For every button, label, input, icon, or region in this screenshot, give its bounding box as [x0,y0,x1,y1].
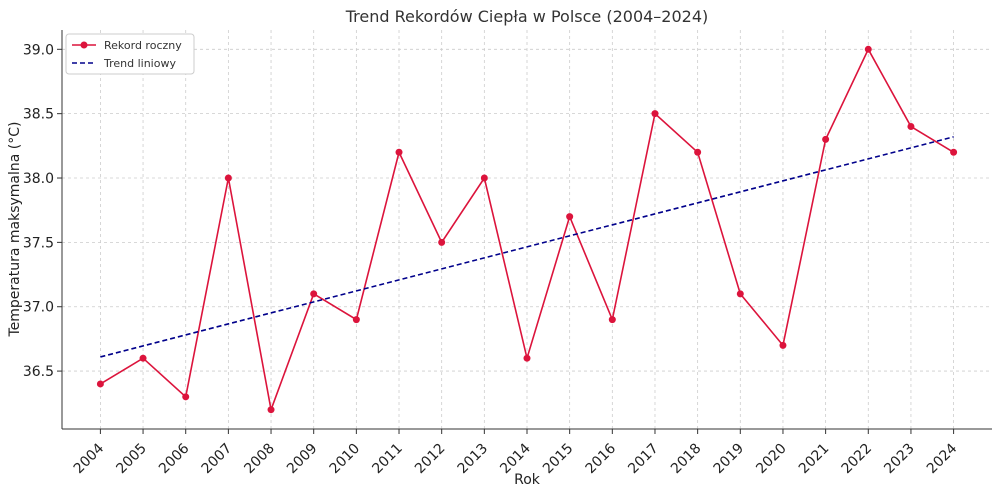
data-point [566,213,574,221]
data-point [267,406,275,414]
x-tick-label: 2022 [839,441,876,478]
x-tick-label: 2010 [327,441,364,478]
y-tick-label: 39.0 [23,42,54,58]
x-tick-label: 2012 [412,441,449,478]
data-point [224,174,232,182]
data-point [182,393,190,401]
data-point [96,380,104,388]
legend-marker-0 [80,41,88,49]
x-tick-label: 2015 [540,441,577,478]
x-tick-label: 2011 [369,441,406,478]
grid [62,30,992,429]
y-tick-label: 36.5 [23,364,54,380]
x-axis-label: Rok [514,472,541,488]
data-point [950,148,958,156]
data-point [864,45,872,53]
x-tick-label: 2008 [241,441,278,478]
x-tick-label: 2005 [113,441,150,478]
data-point [480,174,488,182]
series-line-1 [100,136,954,358]
chart-title: Trend Rekordów Ciepła w Polsce (2004–202… [345,7,709,26]
x-tick-label: 2024 [924,440,961,477]
y-axis-label: Temperatura maksymalna (°C) [7,121,23,337]
y-tick-label: 38.5 [23,107,54,123]
y-tick-label: 37.5 [23,235,54,251]
x-tick-label: 2006 [156,440,193,477]
data-point [822,135,830,143]
data-point [352,316,360,324]
data-point [438,238,446,246]
data-point [523,354,531,362]
x-tick-label: 2009 [284,441,321,478]
y-tick-label: 38.0 [23,171,54,187]
legend-label-1: Trend liniowy [103,57,176,70]
data-point [651,110,659,118]
legend: Rekord roczny Trend liniowy [65,33,195,75]
y-tick-label: 37.0 [23,300,54,316]
ticks: 2004 2005 2006 2007 2008 2009 2010 2011 2012 2013… [23,42,961,477]
x-tick-label: 2023 [881,441,918,478]
x-tick-label: 2017 [625,441,662,478]
series [96,45,958,414]
legend-box [65,33,195,75]
x-tick-label: 2004 [71,440,108,477]
data-point [779,341,787,349]
x-tick-label: 2013 [455,441,492,478]
x-tick-label: 2020 [753,441,790,478]
data-point [694,148,702,156]
x-tick-label: 2021 [796,441,833,478]
data-point [395,148,403,156]
data-point [139,354,147,362]
x-tick-label: 2016 [583,440,620,477]
x-tick-label: 2018 [668,441,705,478]
x-tick-label: 2019 [711,441,748,478]
data-point [907,123,915,131]
legend-label-0: Rekord roczny [104,39,182,52]
data-point [736,290,744,298]
data-point [608,316,616,324]
x-tick-label: 2007 [199,441,236,478]
data-point [310,290,318,298]
